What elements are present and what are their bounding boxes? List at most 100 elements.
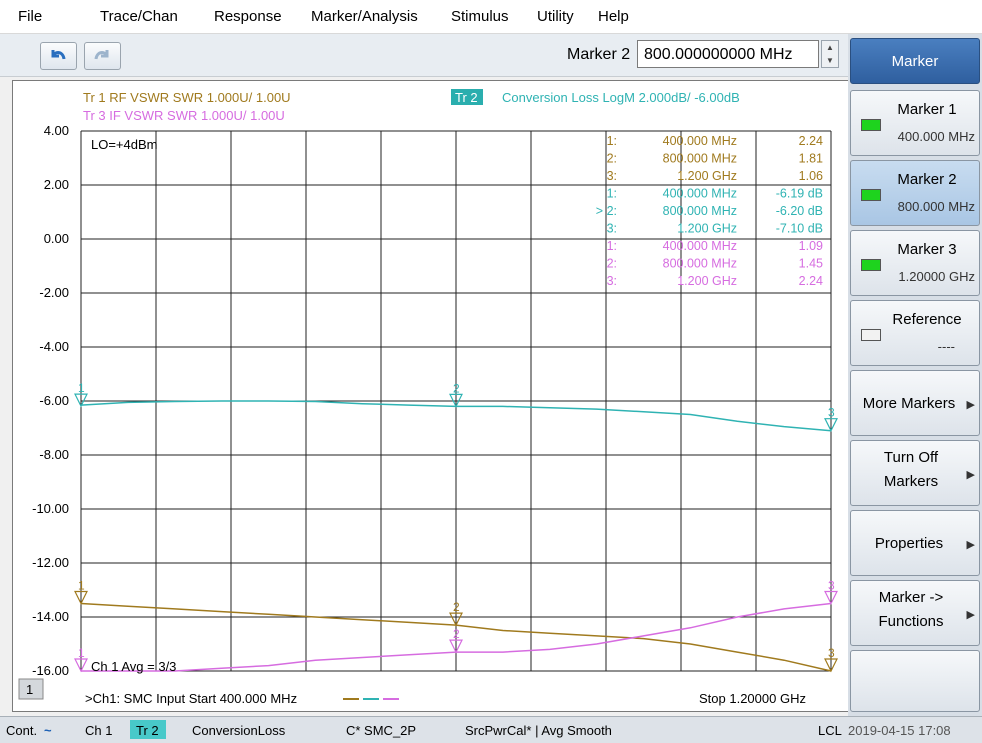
marker-number: 1 <box>78 579 85 593</box>
undo-arrow-icon <box>51 50 66 60</box>
marker-readout-frequency: 800.000 MHz <box>663 152 737 166</box>
marker-triangle <box>824 658 838 673</box>
redo-arrow-icon <box>94 50 109 60</box>
marker-readout-value: -6.20 dB <box>776 204 823 218</box>
softkey-marker-2[interactable]: Marker 2 800.000 MHz <box>850 160 980 226</box>
softkey-empty[interactable] <box>850 650 980 712</box>
marker-readout-frequency: 800.000 MHz <box>663 257 737 271</box>
y-tick-label: 0.00 <box>44 231 69 246</box>
marker-readout-number: 3: <box>607 222 617 236</box>
active-marker-label: Marker 2 <box>567 46 631 63</box>
softkey-turn-off-label-2: Markers <box>883 473 939 490</box>
marker-readout-frequency: 1.200 GHz <box>677 222 737 236</box>
y-tick-label: -16.00 <box>32 663 69 678</box>
softkey-marker-3-title: Marker 3 <box>897 241 957 258</box>
softkey-marker-header: Marker <box>850 38 980 84</box>
status-datetime: 2019-04-15 17:08 <box>848 723 951 738</box>
led-indicator-icon <box>861 259 881 271</box>
softkey-more-markers-label: More Markers <box>862 395 956 412</box>
measurement-chart[interactable]: 1 2 3 1 2 3 1 2 3 4.00 2.00 0.00 -2.00 -4.00 -6.00 -8.… <box>13 81 849 711</box>
marker-readout-frequency: 400.000 MHz <box>663 187 737 201</box>
undo-button[interactable] <box>40 42 77 70</box>
marker-readout-frequency: 1.200 GHz <box>677 169 737 183</box>
marker-triangle <box>824 590 838 605</box>
softkey-marker-1[interactable]: Marker 1 400.000 MHz <box>850 90 980 156</box>
softkey-header-label: Marker <box>891 53 939 70</box>
marker-readout-value: 1.45 <box>799 257 823 271</box>
marker-number: 2 <box>453 381 460 395</box>
y-tick-label: -2.00 <box>39 285 69 300</box>
marker-readout-value: 1.81 <box>799 152 823 166</box>
softkey-reference-value: ---- <box>937 339 955 354</box>
y-tick-label: 2.00 <box>44 177 69 192</box>
menu-utility[interactable]: Utility <box>537 8 574 25</box>
marker-triangle <box>74 590 88 605</box>
status-trace-badge[interactable]: Tr 2 <box>130 720 166 739</box>
softkey-panel: Marker Marker 1 400.000 MHz Marker 2 800… <box>848 34 982 716</box>
chevron-right-icon: ▶ <box>966 469 975 481</box>
redo-button[interactable] <box>84 42 121 70</box>
menu-bar: File Trace/Chan Response Marker/Analysis… <box>0 0 982 34</box>
marker-readout-value: 1.06 <box>799 169 823 183</box>
marker-frequency-input[interactable]: 800.000000000 MHz <box>637 40 819 68</box>
marker-readout-table: 1: 400.000 MHz 2.24 2: 800.000 MHz 1.81 3: 1.20… <box>596 134 823 288</box>
y-tick-label: -14.00 <box>32 609 69 624</box>
marker-readout-value: -7.10 dB <box>776 222 823 236</box>
marker-readout-value: 1.09 <box>799 239 823 253</box>
y-tick-label: -12.00 <box>32 555 69 570</box>
plot-window: 1 2 3 1 2 3 1 2 3 4.00 2.00 0.00 -2.00 -4.00 -6.00 -8.… <box>12 80 850 712</box>
trace3-title: Tr 3 IF VSWR SWR 1.000U/ 1.00U <box>83 108 285 123</box>
softkey-reference-title: Reference <box>892 311 962 328</box>
y-tick-labels: 4.00 2.00 0.00 -2.00 -4.00 -6.00 -8.00 -10.00 -1… <box>32 123 69 678</box>
chevron-right-icon: ▶ <box>966 609 975 621</box>
status-channel[interactable]: Ch 1 <box>85 723 113 738</box>
lo-annotation: LO=+4dBm <box>91 137 158 152</box>
softkey-more-markers[interactable]: More Markers ▶ <box>850 370 980 436</box>
channel-number: 1 <box>26 682 33 697</box>
marker-readout-number: 1: <box>607 187 617 201</box>
menu-help[interactable]: Help <box>598 8 629 25</box>
softkey-properties[interactable]: Properties ▶ <box>850 510 980 576</box>
led-indicator-icon <box>861 329 881 341</box>
chevron-right-icon: ▶ <box>966 539 975 551</box>
softkey-functions-label-1: Marker -> <box>878 589 944 606</box>
softkey-reference[interactable]: Reference ---- <box>850 300 980 366</box>
marker-number: 3 <box>828 406 835 420</box>
softkey-turn-off-markers[interactable]: Turn Off Markers ▶ <box>850 440 980 506</box>
y-tick-label: -8.00 <box>39 447 69 462</box>
softkey-marker-1-value: 400.000 MHz <box>897 129 975 144</box>
stop-frequency-label: Stop 1.20000 GHz <box>699 691 806 706</box>
y-tick-label: 4.00 <box>44 123 69 138</box>
softkey-marker-2-title: Marker 2 <box>897 171 957 188</box>
softkey-marker-functions[interactable]: Marker -> Functions ▶ <box>850 580 980 646</box>
marker-number: 2 <box>453 600 460 614</box>
marker-triangle <box>449 612 463 627</box>
menu-response[interactable]: Response <box>214 8 282 25</box>
menu-marker-analysis[interactable]: Marker/Analysis <box>311 8 418 25</box>
marker-readout-number: 2: <box>607 257 617 271</box>
status-measurement: ConversionLoss <box>192 723 286 738</box>
status-source-power: SrcPwrCal* | Avg Smooth <box>465 723 612 738</box>
y-tick-label: -6.00 <box>39 393 69 408</box>
status-cont[interactable]: Cont. <box>6 723 38 738</box>
y-tick-label: -4.00 <box>39 339 69 354</box>
marker-number: 1 <box>78 646 85 660</box>
softkey-marker-2-value: 800.000 MHz <box>897 199 975 214</box>
menu-file[interactable]: File <box>18 8 43 25</box>
softkey-functions-label-2: Functions <box>878 613 944 630</box>
channel-number-box <box>18 678 44 700</box>
softkey-marker-3[interactable]: Marker 3 1.20000 GHz <box>850 230 980 296</box>
marker-number: 2 <box>453 627 460 641</box>
marker-symbols: 1 2 3 1 2 3 1 2 3 <box>74 381 838 673</box>
marker-frequency-spinner[interactable]: ▲ ▼ <box>821 40 839 68</box>
led-indicator-icon <box>861 119 881 131</box>
softkey-marker-3-value: 1.20000 GHz <box>898 269 975 284</box>
marker-triangle <box>449 393 463 408</box>
marker-readout-number: > 2: <box>596 204 617 218</box>
marker-readout-number: 3: <box>607 169 617 183</box>
marker-readout-frequency: 400.000 MHz <box>663 134 737 148</box>
menu-trace-chan[interactable]: Trace/Chan <box>100 8 178 25</box>
trace2-badge <box>451 89 483 105</box>
toolbar: Marker 2 800.000000000 MHz ▲ ▼ <box>0 34 848 77</box>
menu-stimulus[interactable]: Stimulus <box>451 8 509 25</box>
